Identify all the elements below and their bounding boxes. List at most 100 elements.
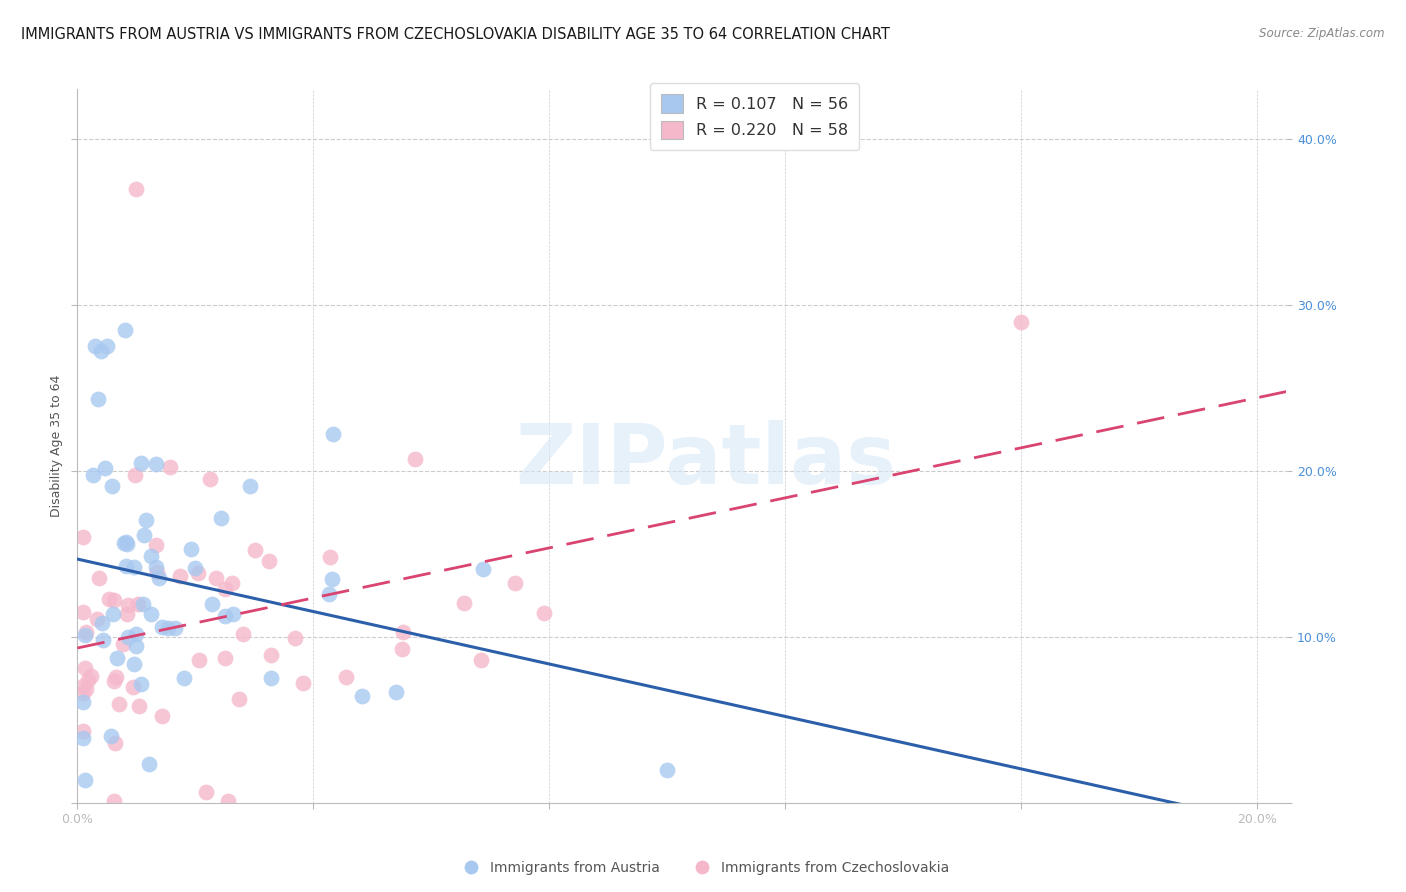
Point bbox=[129, 676, 152, 690]
Point bbox=[108, 698, 131, 712]
Point bbox=[100, 729, 122, 743]
Point bbox=[214, 582, 236, 596]
Point bbox=[391, 641, 413, 656]
Y-axis label: Disability Age 35 to 64: Disability Age 35 to 64 bbox=[51, 375, 63, 517]
Point bbox=[75, 624, 97, 639]
Point bbox=[138, 757, 160, 772]
Point bbox=[75, 661, 97, 675]
Point bbox=[259, 554, 281, 568]
Point bbox=[1010, 314, 1032, 328]
Point bbox=[117, 607, 139, 621]
Point bbox=[384, 685, 406, 699]
Point bbox=[117, 598, 139, 612]
Point bbox=[76, 673, 98, 687]
Point bbox=[453, 596, 475, 610]
Point bbox=[150, 620, 173, 634]
Point bbox=[72, 605, 94, 619]
Point bbox=[239, 479, 262, 493]
Point bbox=[134, 528, 156, 542]
Point bbox=[100, 479, 122, 493]
Point bbox=[115, 534, 138, 549]
Point bbox=[187, 566, 209, 581]
Point bbox=[284, 631, 307, 645]
Point bbox=[260, 648, 283, 662]
Point bbox=[82, 467, 104, 482]
Point bbox=[209, 510, 232, 524]
Point bbox=[112, 535, 135, 549]
Point bbox=[103, 673, 125, 688]
Point bbox=[75, 628, 97, 642]
Point bbox=[87, 571, 110, 585]
Point bbox=[104, 736, 127, 750]
Point bbox=[533, 607, 555, 621]
Point bbox=[163, 620, 186, 634]
Point bbox=[125, 639, 148, 653]
Point bbox=[73, 773, 96, 788]
Point bbox=[104, 670, 127, 684]
Point bbox=[98, 591, 121, 606]
Point bbox=[214, 609, 236, 624]
Text: Source: ZipAtlas.com: Source: ZipAtlas.com bbox=[1260, 27, 1385, 40]
Point bbox=[90, 615, 112, 630]
Point bbox=[214, 650, 236, 665]
Point bbox=[124, 468, 146, 483]
Point bbox=[150, 708, 173, 723]
Point bbox=[86, 611, 108, 625]
Point bbox=[103, 794, 125, 808]
Point bbox=[222, 607, 245, 621]
Point bbox=[156, 621, 179, 635]
Point bbox=[188, 653, 211, 667]
Point bbox=[291, 676, 314, 690]
Point bbox=[115, 537, 138, 551]
Point bbox=[221, 575, 243, 590]
Point bbox=[391, 625, 413, 640]
Text: IMMIGRANTS FROM AUSTRIA VS IMMIGRANTS FROM CZECHOSLOVAKIA DISABILITY AGE 35 TO 6: IMMIGRANTS FROM AUSTRIA VS IMMIGRANTS FR… bbox=[21, 27, 890, 42]
Point bbox=[139, 549, 162, 563]
Point bbox=[131, 456, 153, 470]
Point bbox=[121, 680, 143, 694]
Point bbox=[87, 392, 110, 407]
Legend: R = 0.107   N = 56, R = 0.220   N = 58: R = 0.107 N = 56, R = 0.220 N = 58 bbox=[650, 83, 859, 150]
Point bbox=[503, 575, 526, 590]
Point bbox=[319, 549, 342, 564]
Point bbox=[114, 323, 136, 337]
Point bbox=[145, 538, 167, 552]
Point bbox=[72, 530, 94, 544]
Point bbox=[205, 571, 228, 585]
Point bbox=[470, 653, 492, 667]
Point bbox=[72, 679, 94, 693]
Point bbox=[201, 598, 224, 612]
Point bbox=[159, 460, 181, 475]
Point bbox=[94, 461, 117, 475]
Point bbox=[173, 672, 195, 686]
Legend: Immigrants from Austria, Immigrants from Czechoslovakia: Immigrants from Austria, Immigrants from… bbox=[451, 855, 955, 880]
Point bbox=[318, 587, 340, 601]
Point bbox=[145, 560, 167, 574]
Point bbox=[125, 182, 148, 196]
Point bbox=[135, 514, 157, 528]
Point bbox=[180, 541, 202, 556]
Point bbox=[217, 794, 239, 808]
Point bbox=[112, 637, 135, 651]
Point bbox=[657, 763, 679, 777]
Point bbox=[105, 651, 128, 665]
Point bbox=[146, 565, 169, 579]
Point bbox=[259, 671, 281, 685]
Point bbox=[232, 627, 254, 641]
Point bbox=[131, 597, 153, 611]
Point bbox=[128, 698, 150, 713]
Point bbox=[90, 344, 112, 359]
Point bbox=[75, 681, 97, 696]
Text: ZIPatlas: ZIPatlas bbox=[516, 420, 897, 500]
Point bbox=[471, 562, 494, 576]
Point bbox=[91, 633, 114, 648]
Point bbox=[195, 785, 218, 799]
Point bbox=[145, 457, 167, 471]
Point bbox=[72, 695, 94, 709]
Point bbox=[350, 689, 373, 703]
Point bbox=[122, 560, 145, 574]
Point bbox=[124, 627, 146, 641]
Point bbox=[127, 598, 149, 612]
Point bbox=[114, 558, 136, 573]
Point bbox=[169, 569, 191, 583]
